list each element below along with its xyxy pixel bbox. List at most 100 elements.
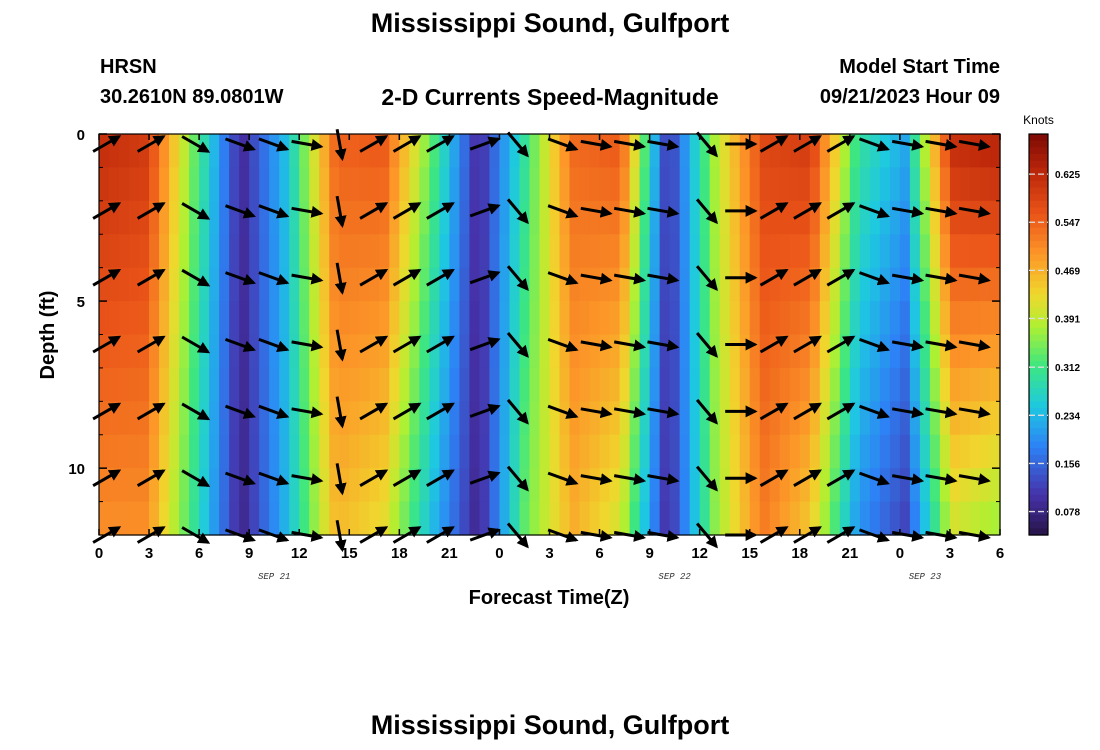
heatmap-cell	[609, 200, 621, 235]
x-axis: 0 3 6 9 12 15 18 21 0 3 6 9 12 15 18 21 0 3 6 SEP 21 SEP 22 S…	[95, 134, 1004, 582]
heatmap-cell	[979, 367, 991, 402]
heatmap-cell	[629, 401, 641, 436]
heatmap-cell	[349, 334, 360, 369]
current-vector-arrow	[858, 337, 890, 353]
heatmap-cell	[259, 468, 270, 503]
heatmap-cell	[689, 501, 701, 536]
colorbar-swatch	[1029, 140, 1048, 148]
heatmap-cell	[409, 434, 420, 469]
heatmap-cell	[859, 301, 871, 336]
heatmap-cell	[839, 234, 851, 269]
heatmap-cell	[99, 434, 110, 469]
colorbar-swatch	[1029, 321, 1048, 329]
heatmap-cell	[579, 301, 591, 336]
heatmap-cell	[459, 200, 471, 235]
heatmap-cell	[319, 434, 330, 469]
current-vector-arrow	[793, 268, 822, 287]
heatmap-cell	[679, 401, 691, 436]
heatmap-cell	[269, 401, 280, 436]
heatmap-cell	[849, 234, 861, 269]
heatmap-cell	[229, 234, 240, 269]
heatmap-cell	[829, 167, 841, 202]
heatmap-cell	[489, 267, 501, 302]
heatmap-cell	[309, 234, 320, 269]
heatmap-cell	[449, 234, 460, 269]
heatmap-cell	[729, 234, 741, 269]
heatmap-cell	[539, 134, 551, 169]
heatmap-cell	[659, 434, 671, 469]
heatmap-cell	[229, 200, 240, 235]
heatmap-cell	[539, 401, 551, 436]
heatmap-cell	[469, 501, 481, 536]
current-vector-arrow	[392, 469, 422, 487]
heatmap-cell	[269, 234, 280, 269]
heatmap-cell	[719, 401, 731, 436]
heatmap-cell	[129, 234, 140, 269]
heatmap-cell	[439, 367, 450, 402]
heatmap-cell	[709, 367, 721, 402]
heatmap-cell	[639, 134, 651, 169]
heatmap-cell	[219, 434, 230, 469]
heatmap-cell	[459, 401, 471, 436]
heatmap-cell	[409, 468, 420, 503]
heatmap-cell	[259, 267, 270, 302]
heatmap-cell	[449, 401, 460, 436]
heatmap-cell	[959, 401, 971, 436]
colorbar-swatch	[1029, 187, 1048, 195]
heatmap-cell	[119, 501, 130, 536]
heatmap-cell	[919, 267, 931, 302]
heatmap-cell	[179, 434, 190, 469]
heatmap-cell	[259, 401, 270, 436]
heatmap-cell	[299, 401, 310, 436]
x-tick-label: 21	[841, 545, 858, 562]
chart-title: Mississippi Sound, Gulfport	[370, 8, 730, 38]
heatmap-cell	[279, 468, 290, 503]
heatmap-cell	[149, 234, 160, 269]
heatmap-cell	[499, 234, 511, 269]
heatmap-cell	[799, 334, 811, 369]
heatmap-cell	[919, 434, 931, 469]
heatmap-cell	[309, 434, 320, 469]
heatmap-cell	[249, 301, 260, 336]
heatmap-cell	[949, 501, 961, 536]
heatmap-cell	[139, 468, 150, 503]
x-tick-label: 18	[391, 545, 408, 562]
heatmap-cell	[539, 468, 551, 503]
current-vector-arrow	[291, 205, 324, 218]
current-vector-arrow	[334, 329, 347, 362]
heatmap-cell	[379, 334, 390, 369]
current-vector-arrow	[469, 337, 501, 352]
colorbar-swatch	[1029, 301, 1048, 309]
colorbar-swatch	[1029, 294, 1048, 302]
heatmap-cell	[399, 167, 410, 202]
heatmap-cell	[259, 434, 270, 469]
current-vector-arrow	[181, 469, 211, 487]
heatmap-cell	[679, 234, 691, 269]
heatmap-cell	[229, 501, 240, 536]
heatmap-cell	[319, 367, 330, 402]
heatmap-cell	[349, 167, 360, 202]
heatmap-cell	[359, 367, 370, 402]
heatmap-cell	[739, 301, 751, 336]
heatmap-cell	[339, 501, 350, 536]
heatmap-cell	[399, 367, 410, 402]
heatmap-cell	[739, 367, 751, 402]
heatmap-cell	[189, 301, 200, 336]
heatmap-cell	[459, 234, 471, 269]
heatmap-cell	[799, 367, 811, 402]
heatmap-cell	[559, 501, 571, 536]
heatmap-cell	[499, 334, 511, 369]
heatmap-cell	[979, 401, 991, 436]
colorbar-swatch	[1029, 354, 1048, 362]
heatmap-cell	[939, 267, 951, 302]
heatmap-cell	[679, 267, 691, 302]
heatmap-cell	[569, 200, 581, 235]
heatmap-cell	[509, 167, 521, 202]
heatmap-cell	[389, 301, 400, 336]
heatmap-cell	[559, 134, 571, 169]
heatmap-cell	[239, 134, 250, 169]
heatmap-cell	[559, 301, 571, 336]
heatmap-cell	[549, 200, 561, 235]
heatmap-cell	[829, 468, 841, 503]
heatmap-cell	[769, 401, 781, 436]
